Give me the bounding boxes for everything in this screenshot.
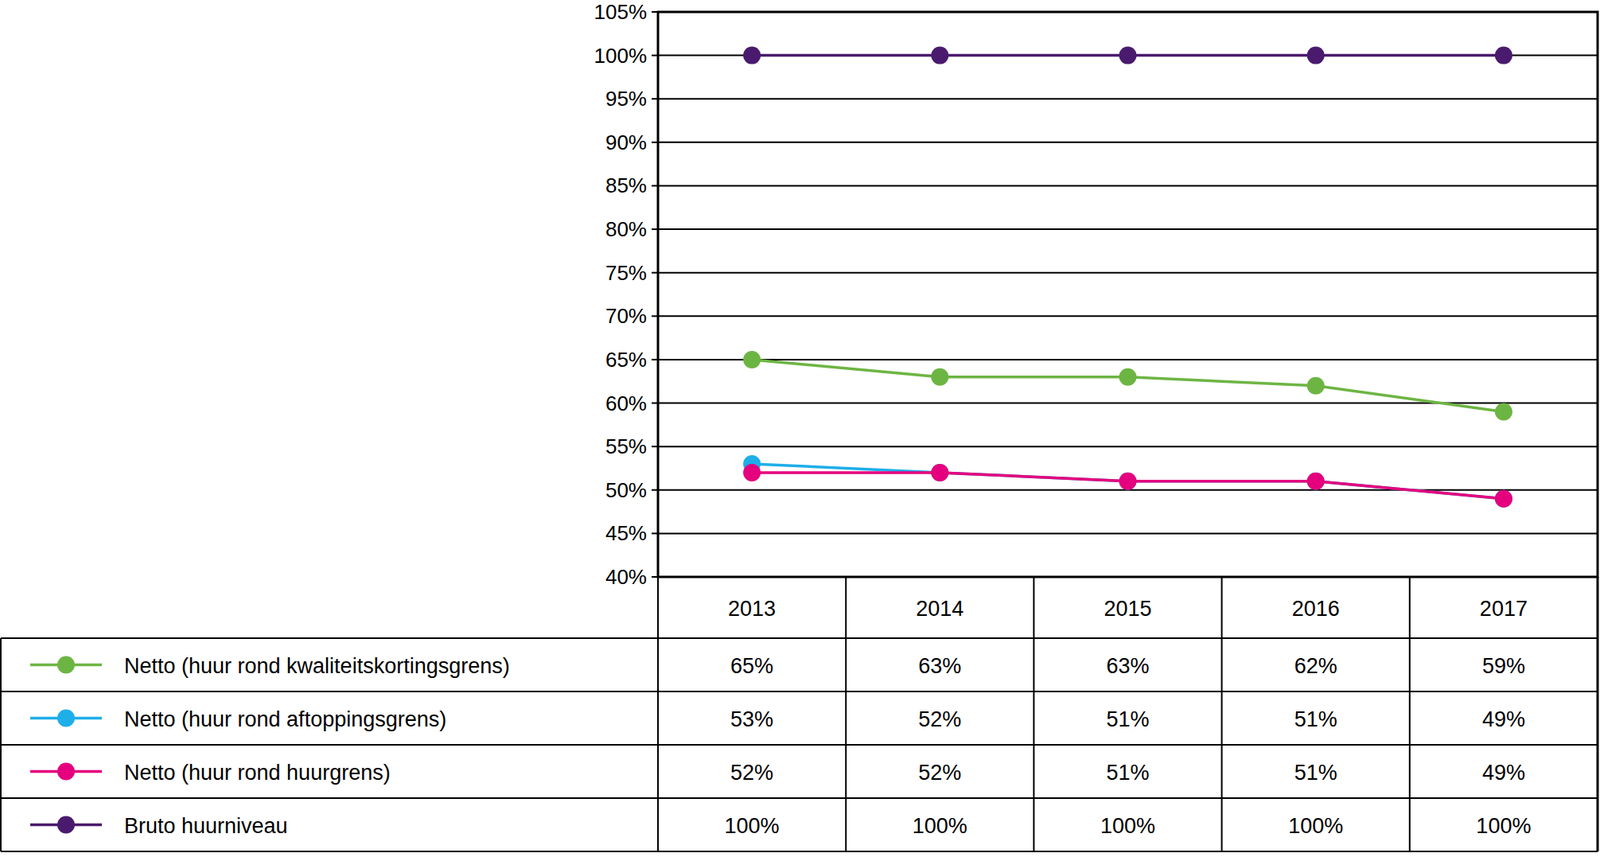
value-label: 52% [730, 760, 774, 785]
table-line [1221, 576, 1223, 852]
legend-marker [57, 709, 75, 728]
tick-label: 100% [594, 43, 648, 68]
category-label: 2016 [1292, 596, 1340, 621]
grid-line [657, 445, 1598, 448]
table-line [0, 850, 1598, 853]
point [1307, 377, 1325, 395]
grid-line [657, 97, 1598, 100]
tick-label: 55% [605, 434, 647, 459]
point [743, 463, 761, 482]
grid-line [657, 184, 1598, 187]
tick-label: 70% [605, 303, 647, 328]
tick-label: 95% [605, 86, 647, 111]
point [1494, 490, 1513, 508]
value-label: 51% [1105, 707, 1149, 732]
tick-label: 40% [605, 564, 647, 589]
value-label: 100% [724, 813, 780, 838]
tick-label: 105% [594, 0, 648, 24]
value-label: 52% [918, 760, 962, 785]
table-line [844, 576, 847, 852]
table-line [0, 637, 1598, 639]
tick-label: 80% [605, 217, 647, 242]
point [930, 463, 949, 482]
value-label: 62% [1294, 654, 1338, 678]
plot-area [743, 46, 1513, 508]
legend-label: Netto (huur rond kwaliteitskortingsgrens… [124, 654, 510, 678]
legend-label: Netto (huur rond huurgrens) [124, 760, 391, 785]
value-label: 51% [1294, 707, 1338, 732]
tick-label: 60% [605, 391, 647, 416]
point [1307, 472, 1325, 491]
grid-line [657, 272, 1598, 274]
value-label: 65% [730, 654, 774, 678]
point [1494, 46, 1513, 65]
grid-line [657, 532, 1598, 534]
point [1494, 402, 1513, 421]
value-label: 59% [1482, 654, 1526, 678]
point [930, 463, 949, 482]
tick-label: 90% [605, 130, 647, 155]
point [930, 46, 949, 65]
table-line [1596, 576, 1600, 852]
series-line [751, 359, 1504, 413]
value-label: 51% [1294, 760, 1338, 785]
value-label: 49% [1482, 760, 1526, 785]
point [743, 46, 761, 65]
value-label: 63% [918, 654, 962, 678]
table-line [0, 638, 2, 852]
value-label: 53% [730, 707, 774, 732]
table-line [0, 690, 1598, 693]
value-label: 49% [1482, 707, 1526, 732]
tick-label: 85% [605, 173, 647, 198]
table-line [1409, 576, 1411, 852]
point [1307, 472, 1325, 491]
value-label: 100% [1475, 813, 1531, 838]
table-line [0, 743, 1598, 746]
category-label: 2013 [727, 596, 776, 621]
point [1119, 472, 1137, 491]
value-label: 100% [1100, 813, 1156, 838]
category-label: 2015 [1103, 596, 1152, 621]
value-label: 52% [918, 707, 962, 732]
series-line [751, 463, 1504, 499]
legend-marker [57, 816, 75, 834]
tick-label: 75% [605, 260, 647, 285]
point [1119, 368, 1137, 386]
table-line [1032, 576, 1035, 852]
point [743, 350, 761, 369]
chart: 40% 45% 50% 55% 60% 65% 70% 75% 80% 85% 90% 95% 100%… [0, 0, 1600, 857]
grid-line [657, 402, 1598, 405]
point [930, 368, 949, 386]
point [1494, 490, 1513, 508]
category-label: 2017 [1479, 596, 1528, 621]
point [1307, 46, 1325, 65]
grid-line [657, 358, 1598, 361]
grid-line [657, 228, 1598, 230]
value-label: 100% [1288, 813, 1344, 838]
value-label: 51% [1105, 760, 1149, 785]
legend-marker [57, 656, 75, 674]
tick-label: 45% [605, 521, 647, 546]
value-label: 100% [912, 813, 968, 838]
series-line [751, 472, 1504, 499]
plot-frame [657, 11, 1598, 577]
category-label: 2014 [915, 596, 964, 621]
grid-line [657, 315, 1598, 317]
table-line [657, 576, 659, 852]
table-line [0, 797, 1598, 799]
legend-marker [57, 763, 75, 781]
grid-line [657, 141, 1598, 144]
point [1119, 46, 1137, 65]
legend-label: Netto (huur rond aftoppingsgrens) [124, 707, 447, 732]
value-label: 63% [1105, 654, 1149, 678]
tick-label: 65% [605, 347, 647, 372]
tick-label: 50% [605, 478, 647, 503]
legend-label: Bruto huurniveau [124, 813, 289, 838]
point [1119, 472, 1137, 491]
